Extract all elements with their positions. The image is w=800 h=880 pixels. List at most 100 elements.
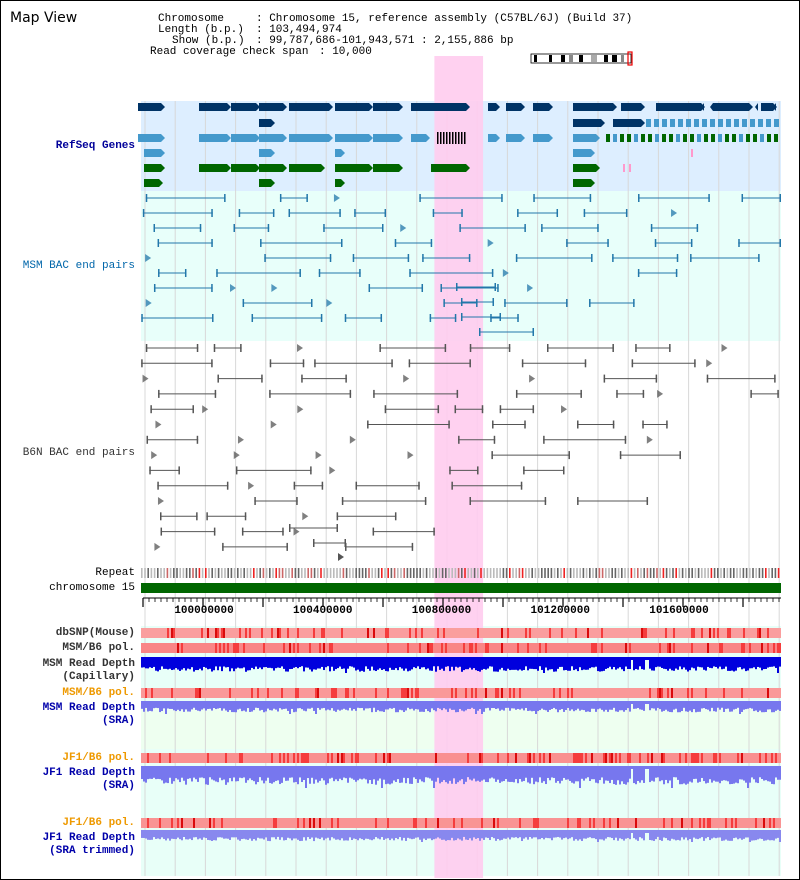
read-depth-bar <box>155 657 157 671</box>
read-depth-bar <box>751 766 753 778</box>
polymorphism-cell <box>145 688 147 698</box>
highlight-region[interactable] <box>434 56 484 878</box>
polymorphism-cell <box>153 688 155 698</box>
read-depth-bar <box>223 830 225 839</box>
bac-end <box>517 209 519 217</box>
read-depth-bar <box>277 701 279 712</box>
polymorphism-cell <box>271 818 273 828</box>
read-depth-bar <box>677 766 679 780</box>
chromosome-ideogram[interactable] <box>530 51 633 66</box>
jf1-b6-pol-label-2: JF1/B6 pol. <box>62 817 135 829</box>
read-depth-bar <box>505 657 507 671</box>
read-depth-bar <box>419 766 421 780</box>
polymorphism-cell <box>267 753 269 763</box>
read-depth-bar <box>743 766 745 781</box>
polymorphism-tracks[interactable] <box>141 628 781 828</box>
read-depth-bar <box>777 701 779 710</box>
polymorphism-cell <box>459 688 461 698</box>
polymorphism-cell <box>303 628 305 638</box>
refseq-genes-track[interactable] <box>138 103 779 187</box>
msm-bac-track[interactable] <box>141 194 781 336</box>
polymorphism-cell <box>669 818 671 828</box>
read-depth-bar <box>487 830 489 838</box>
polymorphism-cell <box>479 688 481 698</box>
read-depth-bar <box>761 830 763 839</box>
polymorphism-cell <box>349 688 351 698</box>
polymorphism-cell <box>189 818 191 828</box>
read-depth-bar <box>593 701 595 709</box>
bac-end <box>491 269 494 277</box>
read-depth-bar <box>153 766 155 778</box>
polymorphism-cell <box>411 753 413 763</box>
polymorphism-cell <box>553 643 555 653</box>
read-depth-bar <box>485 657 487 670</box>
show-key: Show (b.p.) <box>172 35 245 47</box>
polymorphism-cell <box>335 643 337 653</box>
polymorphism-cell <box>483 688 485 698</box>
polymorphism-cell <box>581 818 583 828</box>
polymorphism-cell <box>737 753 739 763</box>
read-depth-bar <box>569 657 571 671</box>
read-depth-bar <box>447 830 449 841</box>
gene-arrow <box>641 103 645 111</box>
read-depth-bar <box>301 701 303 710</box>
polymorphism-cell <box>405 688 407 698</box>
polymorphism-cell <box>337 753 339 763</box>
gene-exon <box>144 149 161 157</box>
gene-arrow <box>596 164 600 172</box>
read-depth-bar <box>419 701 421 712</box>
bac-end <box>403 374 410 383</box>
polymorphism-cell <box>307 753 309 763</box>
read-depth-bar <box>213 766 215 781</box>
read-depth-bar <box>535 657 537 670</box>
polymorphism-cell <box>403 818 405 828</box>
read-depth-bar <box>763 701 765 713</box>
repeat-mark <box>649 568 652 578</box>
polymorphism-cell <box>769 628 771 638</box>
read-depth-bar <box>601 830 603 840</box>
read-depth-bar <box>703 766 705 782</box>
polymorphism-cell <box>471 688 473 698</box>
polymorphism-cell <box>577 643 579 653</box>
read-depth-bar <box>737 766 739 784</box>
polymorphism-cell <box>741 753 743 763</box>
read-depth-tracks[interactable] <box>141 657 781 842</box>
repeat-mark <box>352 568 354 578</box>
gene-exon <box>753 134 757 142</box>
read-depth-bar <box>655 657 657 668</box>
bac-end <box>774 374 776 383</box>
polymorphism-cell <box>275 818 277 828</box>
read-depth-bar <box>541 830 543 838</box>
read-depth-bar <box>587 830 589 838</box>
read-depth-bar <box>571 657 573 667</box>
read-depth-bar <box>223 701 225 709</box>
polymorphism-cell <box>471 628 473 638</box>
read-depth-bar <box>275 766 277 781</box>
gene-arrow <box>496 134 500 142</box>
polymorphism-cell <box>779 753 781 763</box>
polymorphism-cell <box>295 688 297 698</box>
polymorphism-cell <box>291 628 293 638</box>
read-depth-bar <box>375 657 377 672</box>
read-depth-bar <box>735 657 737 671</box>
read-depth-bar <box>185 657 187 671</box>
polymorphism-cell <box>769 688 771 698</box>
read-depth-bar <box>665 766 667 780</box>
polymorphism-cell <box>537 688 539 698</box>
polymorphism-cell <box>221 688 223 698</box>
bac-end <box>211 239 213 247</box>
polymorphism-cell <box>535 753 537 763</box>
read-depth-bar <box>243 701 245 711</box>
read-depth-bar <box>543 657 545 673</box>
polymorphism-cell <box>395 643 397 653</box>
polymorphism-cell <box>513 818 515 828</box>
polymorphism-cell <box>447 643 449 653</box>
read-depth-bar <box>579 701 581 711</box>
repeat-track[interactable] <box>141 568 780 578</box>
bac-end <box>451 481 453 490</box>
read-depth-bar <box>513 830 515 838</box>
read-depth-bar <box>639 766 641 783</box>
read-depth-bar <box>511 657 513 670</box>
b6n-bac-track[interactable] <box>141 344 779 561</box>
